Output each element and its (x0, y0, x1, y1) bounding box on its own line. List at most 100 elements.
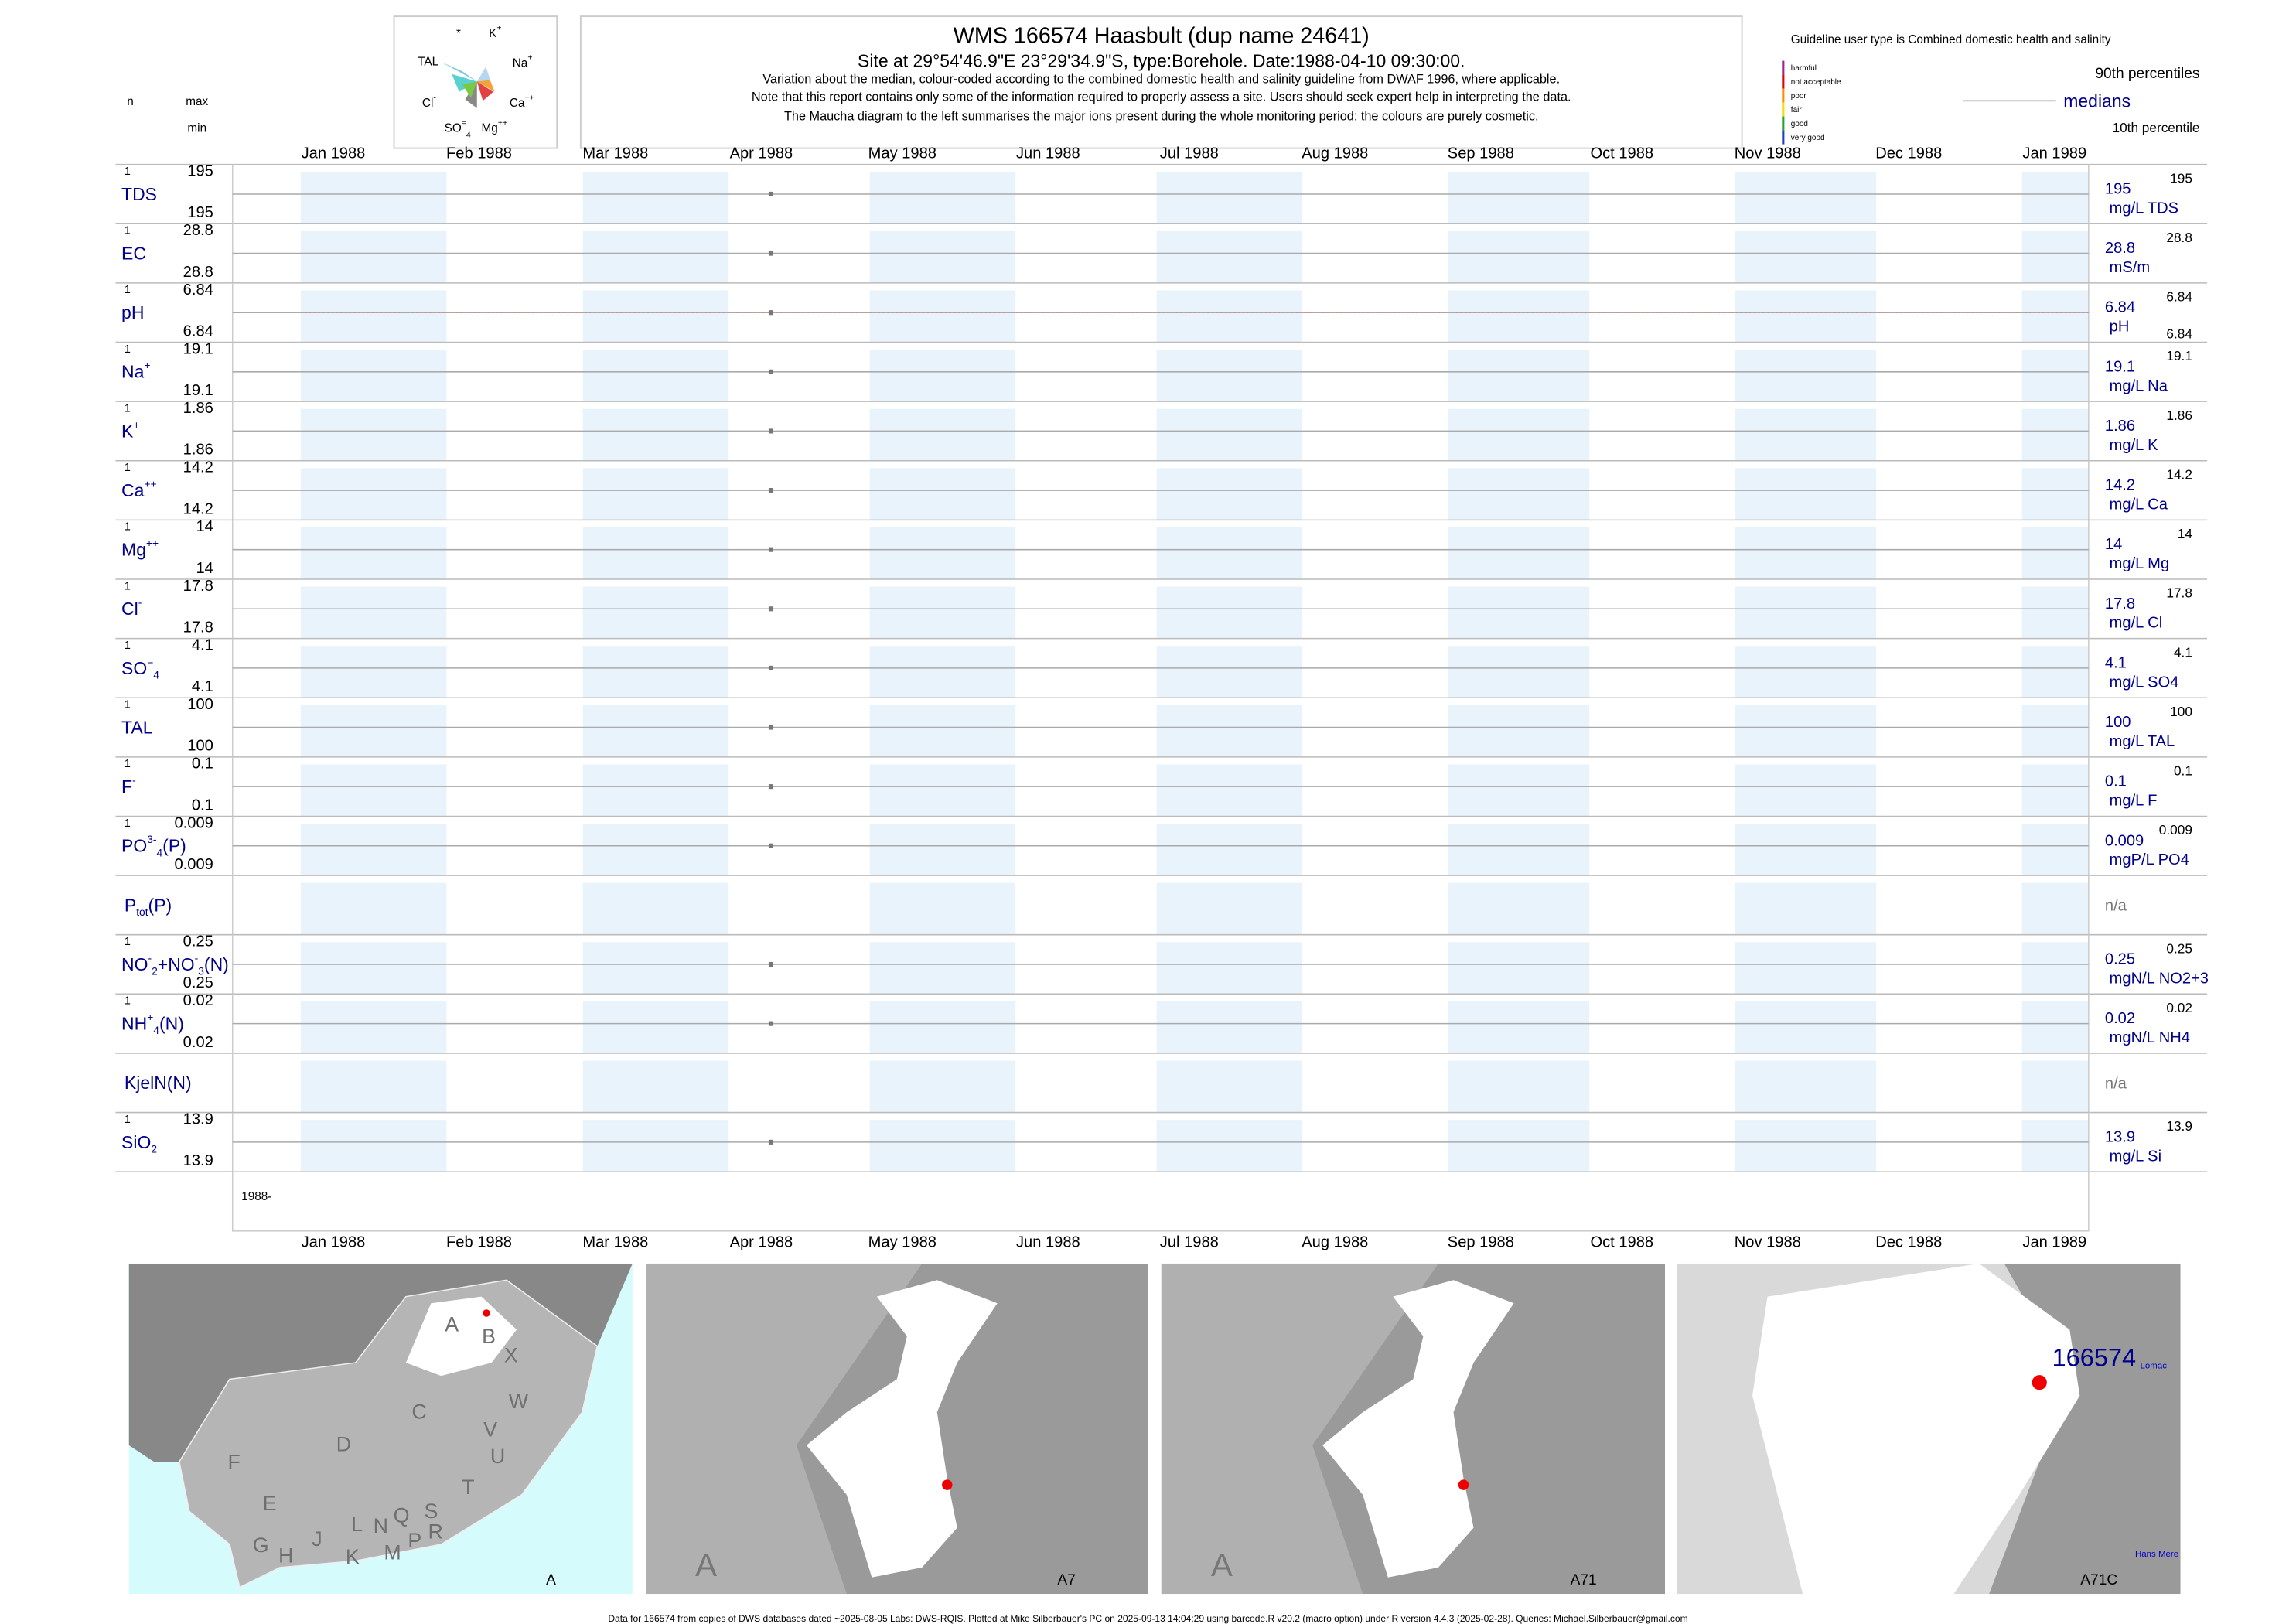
month-band (1156, 408, 1303, 461)
month-band (1735, 527, 1877, 579)
region-label: A (445, 1312, 459, 1336)
label-text: K (121, 421, 134, 441)
month-band (1735, 824, 1877, 876)
month-label: Jan 1988 (302, 1233, 366, 1250)
region-label: L (351, 1513, 363, 1536)
month-label: Mar 1988 (582, 145, 648, 162)
median-value: 17.8 (2105, 595, 2135, 612)
class-swatch (1782, 60, 1785, 75)
month-band (300, 586, 447, 639)
month-band (582, 764, 729, 817)
note: Variation about the median, colour-coded… (762, 73, 1560, 87)
n-value: 1 (125, 462, 131, 474)
month-band (1156, 705, 1303, 757)
max-header: max (186, 95, 208, 108)
label-text: P (125, 895, 136, 915)
parameter-label: NH+4(N) (121, 1012, 184, 1036)
max-value: 0.1 (192, 756, 213, 773)
p90-value: 17.8 (2166, 585, 2192, 601)
label-text: SiO (121, 1132, 151, 1152)
sample-point (768, 961, 774, 967)
month-label: Apr 1988 (730, 145, 793, 162)
year-label: 1988- (241, 1190, 271, 1203)
p90-value: 0.1 (2174, 763, 2192, 779)
parameter-label: Cl- (121, 596, 142, 619)
month-band (1156, 1120, 1303, 1172)
month-band (2021, 646, 2089, 698)
map-label: A (546, 1572, 556, 1588)
p90-value: 0.25 (2166, 940, 2192, 956)
month-band (1156, 290, 1303, 343)
max-value: 0.02 (183, 992, 213, 1009)
month-label: Mar 1988 (582, 1233, 648, 1250)
month-label: Dec 1988 (1875, 1233, 1942, 1250)
min-value: 19.1 (183, 382, 213, 399)
month-band (2021, 290, 2089, 343)
month-band (300, 527, 447, 579)
month-band (2021, 230, 2089, 283)
place-label: Hans Mere (2135, 1550, 2178, 1559)
region-label: T (462, 1476, 474, 1499)
unit-label: mg/L F (2110, 793, 2158, 810)
parameter-label: K+ (121, 418, 139, 441)
site (942, 1479, 953, 1490)
region-label: K (346, 1545, 360, 1568)
month-band (2021, 1001, 2089, 1053)
label-text: pH (121, 302, 144, 322)
sample-point (768, 1021, 774, 1026)
month-band (2021, 1060, 2089, 1113)
note: Note that this report contains only some… (752, 90, 1571, 104)
month-band (2021, 468, 2089, 520)
p90-value: 6.84 (2166, 289, 2192, 305)
month-band (1735, 408, 1877, 461)
unit-label: mg/L TAL (2110, 733, 2175, 750)
map-label: A7 (1057, 1572, 1075, 1588)
month-label: Oct 1988 (1590, 1233, 1653, 1250)
month-band (1735, 1001, 1877, 1053)
month-band (1156, 172, 1303, 224)
label-sub: 4 (466, 130, 471, 139)
maucha-label: Ca++ (510, 93, 534, 110)
month-band (1448, 468, 1590, 520)
median-value: 14.2 (2105, 477, 2135, 494)
region-label: G (253, 1534, 269, 1557)
month-band (300, 1120, 447, 1172)
map-label: A71C (2080, 1572, 2117, 1588)
sample-point (768, 310, 774, 316)
class-label: good (1791, 120, 1808, 128)
label-sup: ++ (525, 93, 534, 102)
month-label: Aug 1988 (1302, 1233, 1368, 1250)
max-value: 0.009 (175, 814, 213, 831)
subtitle: Site at 29°54'46.9"E 23°29'34.9"S, type:… (858, 51, 1465, 71)
label-sup: ++ (144, 478, 156, 490)
region-label: P (408, 1529, 421, 1552)
map-content: A (646, 1263, 1148, 1595)
parameter-label: SO=4 (121, 656, 159, 681)
guideline-title: Guideline user type is Combined domestic… (1791, 33, 2111, 46)
month-band (1448, 290, 1590, 343)
n-value: 1 (125, 402, 131, 415)
min-header: min (187, 122, 206, 135)
label-sup: - (138, 596, 142, 608)
site (1458, 1479, 1469, 1490)
note: The Maucha diagram to the left summarise… (784, 110, 1539, 124)
maucha-wedge (452, 73, 477, 92)
sample-point (768, 665, 774, 670)
site (483, 1309, 490, 1317)
month-band (2021, 764, 2089, 817)
region-label: W (509, 1390, 529, 1413)
label-sup: - (195, 952, 199, 964)
month-band (1448, 646, 1590, 698)
n-header: n (127, 95, 134, 108)
month-band (2021, 705, 2089, 757)
n-value: 1 (125, 936, 131, 948)
month-band (1156, 1060, 1303, 1113)
month-band (869, 350, 1016, 402)
label-sup: 3- (147, 834, 156, 845)
neighbour (128, 1263, 633, 1462)
month-band (1448, 230, 1590, 283)
n-value: 1 (125, 817, 131, 830)
month-band (1448, 1060, 1590, 1113)
parameter-label: F- (121, 774, 136, 797)
